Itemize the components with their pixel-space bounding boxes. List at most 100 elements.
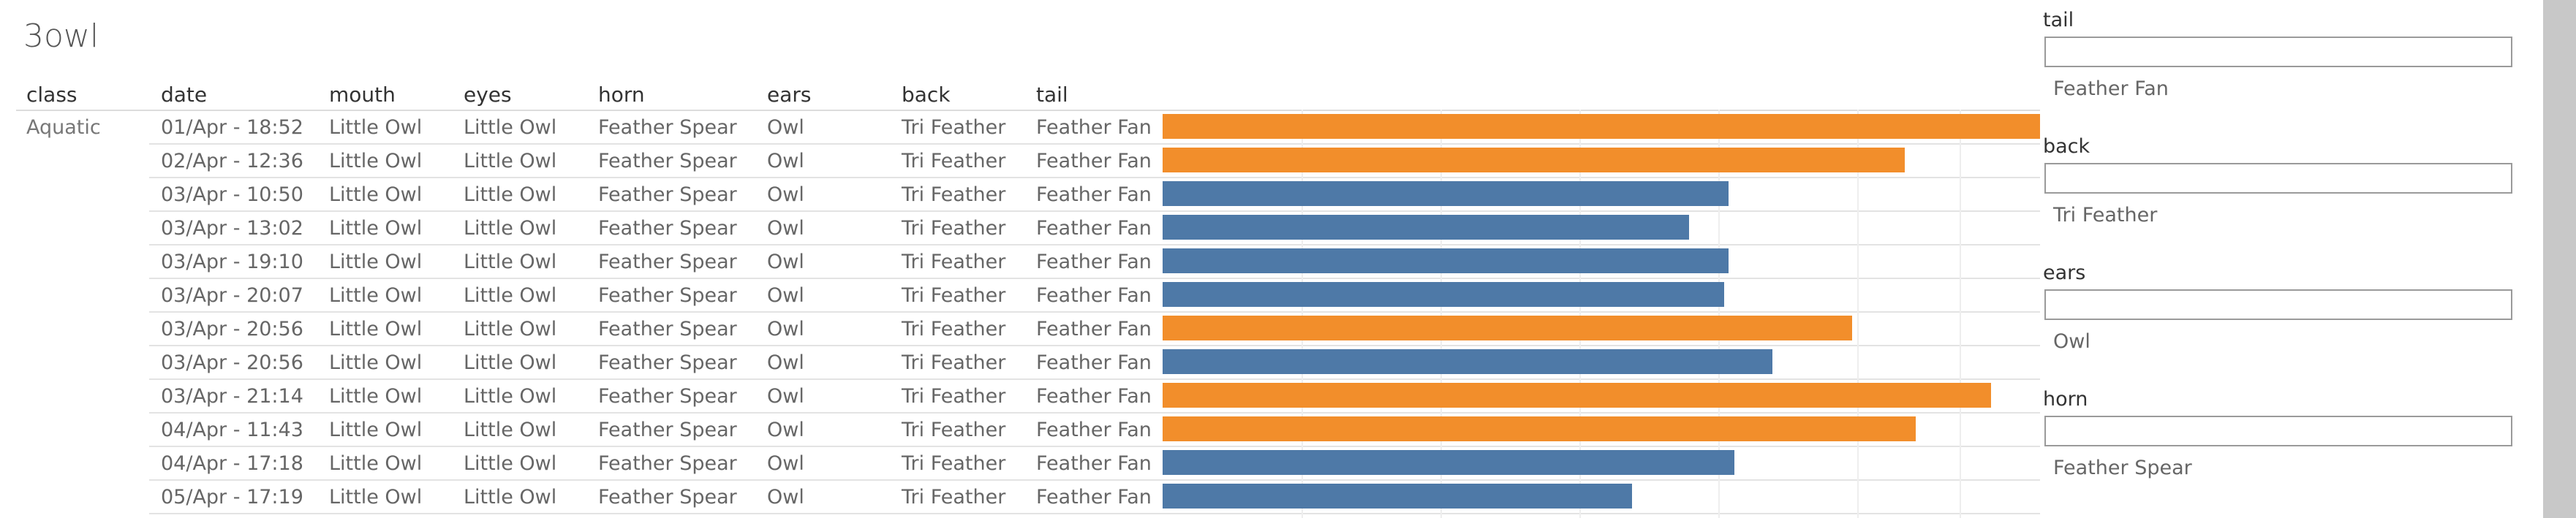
filter-input-tail[interactable] xyxy=(2044,37,2512,67)
eyes-cell: Little Owl xyxy=(464,116,557,139)
class-cell: Aquatic xyxy=(26,116,101,139)
row-divider xyxy=(149,311,2040,313)
vertical-scrollbar[interactable] xyxy=(2543,0,2576,518)
table-row[interactable]: 03/Apr - 20:07 Little Owl Little Owl Feathe… xyxy=(0,279,2040,313)
row-divider xyxy=(149,244,2040,245)
date-cell: 02/Apr - 12:36 xyxy=(161,150,303,172)
filter-value-option[interactable]: Feather Fan xyxy=(2053,77,2169,100)
date-cell: 03/Apr - 21:14 xyxy=(161,385,303,408)
eyes-cell: Little Owl xyxy=(464,251,557,273)
table-row[interactable]: 04/Apr - 11:43 Little Owl Little Owl Feathe… xyxy=(0,414,2040,447)
horn-cell: Feather Spear xyxy=(598,419,737,441)
eyes-cell: Little Owl xyxy=(464,318,557,340)
date-cell: 05/Apr - 17:19 xyxy=(161,486,303,509)
mouth-cell: Little Owl xyxy=(329,217,423,240)
page-title: 3owl xyxy=(23,18,99,55)
mouth-cell: Little Owl xyxy=(329,284,423,307)
date-cell: 04/Apr - 17:18 xyxy=(161,452,303,475)
eyes-cell: Little Owl xyxy=(464,284,557,307)
filter-value-option[interactable]: Feather Spear xyxy=(2053,457,2192,479)
filter-input-horn[interactable] xyxy=(2044,416,2512,446)
back-cell: Tri Feather xyxy=(902,150,1006,172)
date-cell: 04/Apr - 11:43 xyxy=(161,419,303,441)
horn-cell: Feather Spear xyxy=(598,183,737,206)
filter-value-option[interactable]: Owl xyxy=(2053,330,2090,353)
filter-label: horn xyxy=(2043,388,2088,411)
back-cell: Tri Feather xyxy=(902,351,1006,374)
eyes-cell: Little Owl xyxy=(464,217,557,240)
filter-label: ears xyxy=(2043,262,2086,284)
mouth-cell: Little Owl xyxy=(329,116,423,139)
tail-cell: Feather Fan xyxy=(1036,419,1152,441)
horn-cell: Feather Spear xyxy=(598,251,737,273)
table-row[interactable]: 03/Apr - 21:14 Little Owl Little Owl Feathe… xyxy=(0,380,2040,414)
chart-gridline xyxy=(1960,110,1961,518)
filter-horn: horn Feather Spear xyxy=(2043,386,2518,489)
table-row[interactable]: 02/Apr - 12:36 Little Owl Little Owl Feathe… xyxy=(0,145,2040,178)
mouth-cell: Little Owl xyxy=(329,419,423,441)
filter-value-option[interactable]: Tri Feather xyxy=(2053,204,2158,226)
back-cell: Tri Feather xyxy=(902,116,1006,139)
row-divider xyxy=(149,412,2040,414)
chart-bar[interactable] xyxy=(1163,248,1729,273)
column-header-tail: tail xyxy=(1036,83,1068,107)
date-cell: 03/Apr - 13:02 xyxy=(161,217,303,240)
mouth-cell: Little Owl xyxy=(329,183,423,206)
chart-bar[interactable] xyxy=(1163,450,1734,475)
table-row[interactable]: 03/Apr - 20:56 Little Owl Little Owl Feathe… xyxy=(0,313,2040,346)
mouth-cell: Little Owl xyxy=(329,351,423,374)
chart-bar[interactable] xyxy=(1163,181,1729,206)
column-header-eyes: eyes xyxy=(464,83,512,107)
table-row[interactable]: 03/Apr - 10:50 Little Owl Little Owl Feathe… xyxy=(0,178,2040,212)
eyes-cell: Little Owl xyxy=(464,452,557,475)
chart-bar[interactable] xyxy=(1163,316,1852,340)
eyes-cell: Little Owl xyxy=(464,419,557,441)
tail-cell: Feather Fan xyxy=(1036,116,1152,139)
table-row[interactable]: 04/Apr - 17:18 Little Owl Little Owl Feathe… xyxy=(0,447,2040,481)
mouth-cell: Little Owl xyxy=(329,251,423,273)
chart-bar[interactable] xyxy=(1163,383,1991,408)
mouth-cell: Little Owl xyxy=(329,150,423,172)
header-divider-class xyxy=(16,110,149,111)
table-row[interactable]: 01/Apr - 18:52 Little Owl Little Owl Feathe… xyxy=(0,111,2040,145)
chart-gridline xyxy=(1440,110,1442,518)
filter-input-ears[interactable] xyxy=(2044,289,2512,320)
ears-cell: Owl xyxy=(767,217,804,240)
back-cell: Tri Feather xyxy=(902,183,1006,206)
row-divider xyxy=(149,378,2040,380)
tail-cell: Feather Fan xyxy=(1036,486,1152,509)
date-cell: 03/Apr - 10:50 xyxy=(161,183,303,206)
filter-input-back[interactable] xyxy=(2044,163,2512,194)
chart-bar[interactable] xyxy=(1163,114,2040,139)
eyes-cell: Little Owl xyxy=(464,486,557,509)
table-row[interactable]: 03/Apr - 20:56 Little Owl Little Owl Feathe… xyxy=(0,346,2040,380)
chart-bar[interactable] xyxy=(1163,282,1724,307)
chart-bar[interactable] xyxy=(1163,148,1905,172)
horn-cell: Feather Spear xyxy=(598,116,737,139)
row-divider xyxy=(149,446,2040,447)
table-row[interactable]: 03/Apr - 13:02 Little Owl Little Owl Feathe… xyxy=(0,212,2040,245)
table-row[interactable]: 05/Apr - 17:19 Little Owl Little Owl Feathe… xyxy=(0,481,2040,514)
chart-gridline xyxy=(1579,110,1581,518)
date-cell: 01/Apr - 18:52 xyxy=(161,116,303,139)
chart-bar[interactable] xyxy=(1163,484,1632,509)
column-header-ears: ears xyxy=(767,83,812,107)
date-cell: 03/Apr - 20:07 xyxy=(161,284,303,307)
chart-bar[interactable] xyxy=(1163,349,1772,374)
eyes-cell: Little Owl xyxy=(464,183,557,206)
column-header-mouth: mouth xyxy=(329,83,396,107)
mouth-cell: Little Owl xyxy=(329,452,423,475)
table-row[interactable]: 03/Apr - 19:10 Little Owl Little Owl Feathe… xyxy=(0,245,2040,279)
ears-cell: Owl xyxy=(767,284,804,307)
back-cell: Tri Feather xyxy=(902,486,1006,509)
tail-cell: Feather Fan xyxy=(1036,217,1152,240)
ears-cell: Owl xyxy=(767,351,804,374)
tail-cell: Feather Fan xyxy=(1036,150,1152,172)
ears-cell: Owl xyxy=(767,385,804,408)
horn-cell: Feather Spear xyxy=(598,452,737,475)
chart-bar[interactable] xyxy=(1163,416,1916,441)
chart-bar[interactable] xyxy=(1163,215,1689,240)
column-header-horn: horn xyxy=(598,83,645,107)
horn-cell: Feather Spear xyxy=(598,385,737,408)
ears-cell: Owl xyxy=(767,251,804,273)
